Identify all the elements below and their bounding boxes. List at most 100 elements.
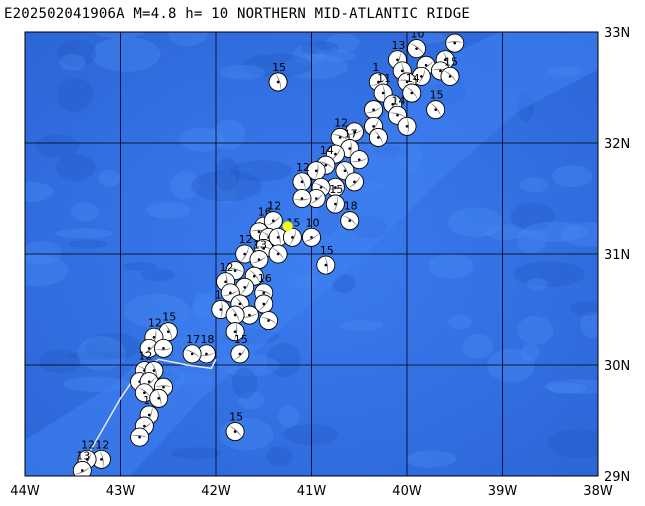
focal-mechanism-beachball <box>349 150 369 170</box>
bathymetry-patch <box>66 351 130 360</box>
focal-mechanism-beachball: 15 <box>225 411 245 442</box>
focal-mechanism-beachball <box>225 305 245 325</box>
mechanism-depth-label: 12 <box>148 316 162 329</box>
bathymetry-patch <box>56 77 94 112</box>
focal-mechanism-beachball <box>306 189 326 208</box>
focal-mechanism-beachball: 12 <box>235 233 255 264</box>
bathymetry-patch <box>167 32 209 47</box>
bathymetry-patch <box>300 41 339 55</box>
bathymetry-patch <box>547 429 598 458</box>
mechanism-depth-label: 17 <box>186 333 200 346</box>
mechanism-depth-label: 1 <box>215 289 222 302</box>
lon-tick-label: 38W <box>583 484 613 499</box>
bathymetry-patch <box>277 405 300 428</box>
mechanism-depth-label: 14 <box>391 94 405 107</box>
focal-mechanism-beachball <box>292 189 312 208</box>
bathymetry-patch <box>485 224 526 240</box>
bathymetry-patch <box>552 165 593 188</box>
mechanism-depth-label: 12 <box>220 261 234 274</box>
focal-mechanism-beachball <box>149 388 169 408</box>
focal-mechanism-beachball <box>254 294 274 314</box>
bathymetry-patch <box>35 134 80 158</box>
lat-tick-label: 33N <box>604 26 630 41</box>
focal-mechanism-beachball <box>268 244 288 264</box>
mechanism-depth-label: 11 <box>377 72 391 85</box>
mechanism-depth-label: 17 <box>344 128 358 141</box>
focal-mechanism-beachball: 12 <box>263 200 283 231</box>
bathymetry-patch <box>510 202 555 231</box>
bathymetry-patch <box>448 314 472 329</box>
bathymetry-patch <box>283 424 338 445</box>
bathymetry-patch <box>544 379 598 394</box>
lon-tick-label: 42W <box>201 484 231 499</box>
bathymetry-patch <box>580 311 598 339</box>
bathymetry-patch <box>266 446 293 467</box>
bathymetry-patch <box>122 261 157 271</box>
bathymetry-patch <box>216 170 237 205</box>
bathymetry-patch <box>231 367 258 399</box>
bathymetry-patch <box>171 447 221 460</box>
mechanism-depth-label: 12 <box>334 116 348 129</box>
lon-tick-label: 43W <box>106 484 136 499</box>
focal-mechanism-beachball: 13 <box>249 239 269 269</box>
bathymetry-patch <box>516 228 547 254</box>
focal-mechanism-beachball: 10 <box>407 32 426 59</box>
bathymetry-patch <box>325 33 360 52</box>
bathymetry-patch <box>519 177 549 193</box>
focal-mechanism-beachball <box>139 338 159 358</box>
mechanism-depth-label: 12 <box>138 350 152 363</box>
mechanism-depth-label: 15 <box>272 61 286 74</box>
mechanism-depth-label: 15 <box>162 311 176 324</box>
bathymetry-patch <box>170 170 200 200</box>
bathymetry-patch <box>487 348 536 383</box>
focal-mechanism-beachball: 1 <box>211 289 231 319</box>
bathymetry-patch <box>230 160 293 182</box>
focal-mechanism-beachball <box>325 177 345 197</box>
bathymetry-patch <box>560 222 598 247</box>
bathymetry-patch <box>406 450 457 468</box>
bathymetry-patch <box>57 39 97 67</box>
bathymetry-patch <box>292 44 324 66</box>
focal-mechanism-beachball: 17 <box>182 333 202 364</box>
focal-mechanism-beachball <box>130 427 150 447</box>
bathymetry-patch <box>282 54 348 80</box>
bathymetry-patch <box>70 202 100 222</box>
focal-mechanism-beachball: 12 <box>445 32 465 53</box>
lon-tick-label: 41W <box>297 484 327 499</box>
bathymetry-patch <box>146 201 191 220</box>
focal-mechanism-beachball: 14 <box>402 72 422 103</box>
mechanism-depth-label: 12 <box>81 438 95 451</box>
mechanism-depth-label: 15 <box>329 183 343 196</box>
bathymetry-patch <box>522 221 587 242</box>
lon-tick-label: 44W <box>10 484 40 499</box>
bathymetry-patch <box>67 240 108 249</box>
focal-mechanism-beachball <box>411 67 431 86</box>
focal-mechanism-beachball <box>225 322 245 342</box>
bathymetry-patch <box>447 207 504 238</box>
map-border <box>24 31 599 477</box>
focal-mechanism-beachball <box>364 100 383 120</box>
bathymetry-patch <box>98 169 121 187</box>
bathymetry-patch <box>93 32 145 38</box>
focal-mechanism-beachball <box>345 172 364 192</box>
mechanism-depth-label: 12 <box>95 438 109 451</box>
focal-mechanism-beachball <box>154 338 173 358</box>
bathymetry-patch <box>521 343 541 362</box>
bathymetry-patch <box>59 54 86 71</box>
focal-mechanism-beachball: 18 <box>340 200 360 231</box>
bathymetry-patch <box>238 391 265 410</box>
bathymetry-patch <box>220 64 266 80</box>
bathymetry-patch <box>77 335 127 371</box>
mechanism-depth-label: 1 <box>372 61 379 74</box>
bathymetry-patch <box>428 253 474 279</box>
lat-tick-label: 31N <box>604 248 630 263</box>
mechanism-depth-label: 13 <box>76 449 90 462</box>
bathymetry-patch <box>91 36 161 72</box>
bathymetry-patch <box>38 349 81 373</box>
bathymetry-patch <box>462 334 494 359</box>
mechanism-depth-label: 10 <box>306 216 320 229</box>
focal-mechanism-beachball: 15 <box>230 333 250 364</box>
mechanism-depth-label: 18 <box>200 333 214 346</box>
